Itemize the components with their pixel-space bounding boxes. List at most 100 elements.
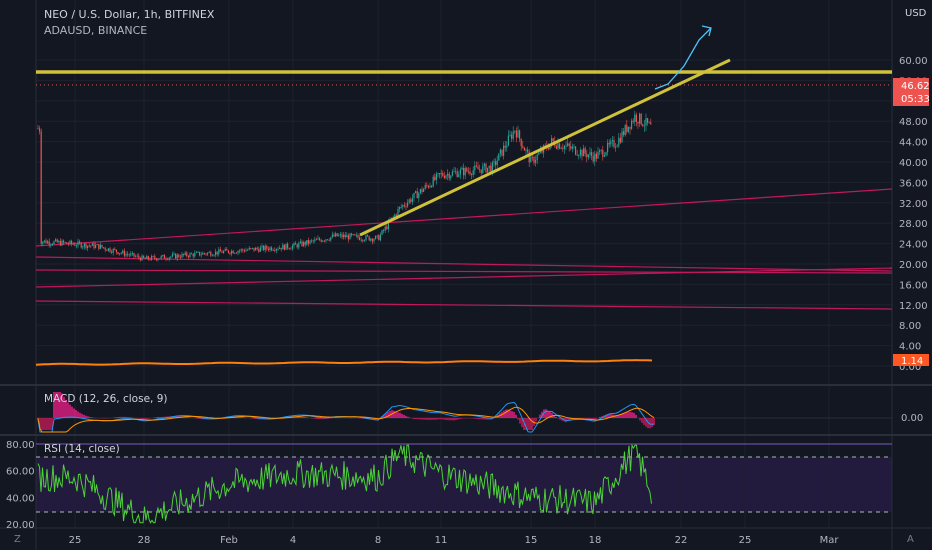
candle-body (349, 233, 351, 240)
candle-body (152, 256, 154, 257)
candle-body (131, 252, 133, 254)
candle-body (469, 171, 471, 175)
candle-body (579, 149, 581, 156)
rsi-band-fill (36, 457, 892, 512)
candle-body (423, 188, 425, 192)
candle-body (50, 244, 52, 246)
candle-body (359, 237, 361, 240)
candle-body (285, 243, 287, 250)
auto-scale-button[interactable]: A (907, 534, 914, 545)
price-tick-label: 0.00 (899, 362, 921, 373)
candle-body (263, 245, 265, 251)
time-tick-label: 22 (675, 535, 688, 546)
candle-body (66, 242, 68, 244)
candle-body (42, 241, 44, 244)
candle-body (171, 254, 173, 257)
candle-body (443, 175, 445, 179)
candle-body (167, 258, 169, 260)
candle-body (467, 171, 469, 173)
candle-body (112, 248, 114, 253)
candle-body (405, 206, 407, 207)
candle-body (650, 122, 652, 125)
candle-body (194, 252, 196, 257)
candle-body (519, 130, 521, 139)
candle-body (98, 244, 100, 249)
candle-body (447, 173, 449, 176)
candle-body (496, 160, 498, 166)
price-tick-label: 4.00 (899, 342, 921, 353)
candle-body (395, 214, 397, 216)
candle-body (483, 163, 485, 166)
price-tick-label: 8.00 (899, 321, 921, 332)
candle-body (373, 239, 375, 242)
grid-lines (36, 0, 892, 528)
price-tick-label: 60.00 (899, 56, 928, 67)
candle-body (75, 245, 77, 247)
channel-line-falling-3 (35, 300, 893, 310)
candle-body (64, 242, 66, 244)
candle-body (597, 151, 599, 159)
candle-body (541, 149, 543, 153)
candle-body (381, 230, 383, 235)
timezone-z-button[interactable]: Z (14, 534, 21, 545)
projection-arrowhead (701, 25, 712, 37)
candle-body (267, 248, 269, 251)
candle-body (87, 245, 89, 249)
candle-body (56, 239, 58, 243)
candle-body (115, 249, 117, 253)
last-price-badge (893, 78, 929, 106)
candle-body (583, 148, 585, 157)
candle-body (39, 128, 41, 132)
channel-line-falling-2 (35, 267, 893, 288)
candle-body (307, 240, 309, 244)
candle-body (335, 233, 337, 237)
candle-body (253, 247, 255, 251)
candle-body (338, 235, 340, 237)
candle-body (493, 161, 495, 163)
candle-body (82, 246, 84, 248)
candle-body (341, 234, 343, 238)
candle-body (415, 191, 417, 193)
candle-body (602, 149, 604, 157)
candle-body (181, 253, 183, 258)
candle-body (421, 189, 423, 192)
time-axis[interactable]: 25 28 Feb 4 8 11 15 18 22 25 Mar (69, 535, 840, 546)
candle-body (531, 156, 533, 158)
candle-body (352, 234, 354, 236)
candle-body (527, 149, 529, 152)
candle-body (386, 226, 388, 230)
projection-path (654, 27, 712, 90)
candle-body (96, 244, 98, 245)
candle-body (522, 146, 524, 148)
candle-body (179, 257, 181, 258)
candle-body (85, 243, 87, 249)
candle-body (365, 235, 367, 241)
candle-body (287, 243, 289, 249)
candle-body (247, 249, 249, 251)
candle-body (226, 249, 228, 251)
time-tick-label: Mar (820, 535, 840, 546)
candle-body (283, 244, 285, 250)
candle-body (74, 244, 76, 246)
candle-body (192, 254, 194, 257)
candle-body (69, 240, 71, 245)
projection-arrow[interactable] (654, 25, 712, 90)
candle-body (594, 153, 596, 162)
candle-body (482, 165, 484, 174)
candle-body (165, 258, 167, 260)
candle-body (301, 241, 303, 246)
candle-body (311, 240, 313, 242)
rsi-label: RSI (14, close) (44, 443, 120, 455)
candle-body (299, 241, 301, 244)
candle-body (495, 161, 497, 166)
candle-body (648, 122, 650, 124)
price-tick-label: 32.00 (899, 199, 928, 210)
candle-body (367, 235, 369, 237)
candle-body (491, 162, 493, 172)
candle-body (595, 153, 597, 159)
candle-body (224, 249, 226, 251)
ascending-trendline[interactable] (359, 58, 731, 237)
candle-body (506, 145, 508, 148)
candle-body (243, 250, 245, 252)
